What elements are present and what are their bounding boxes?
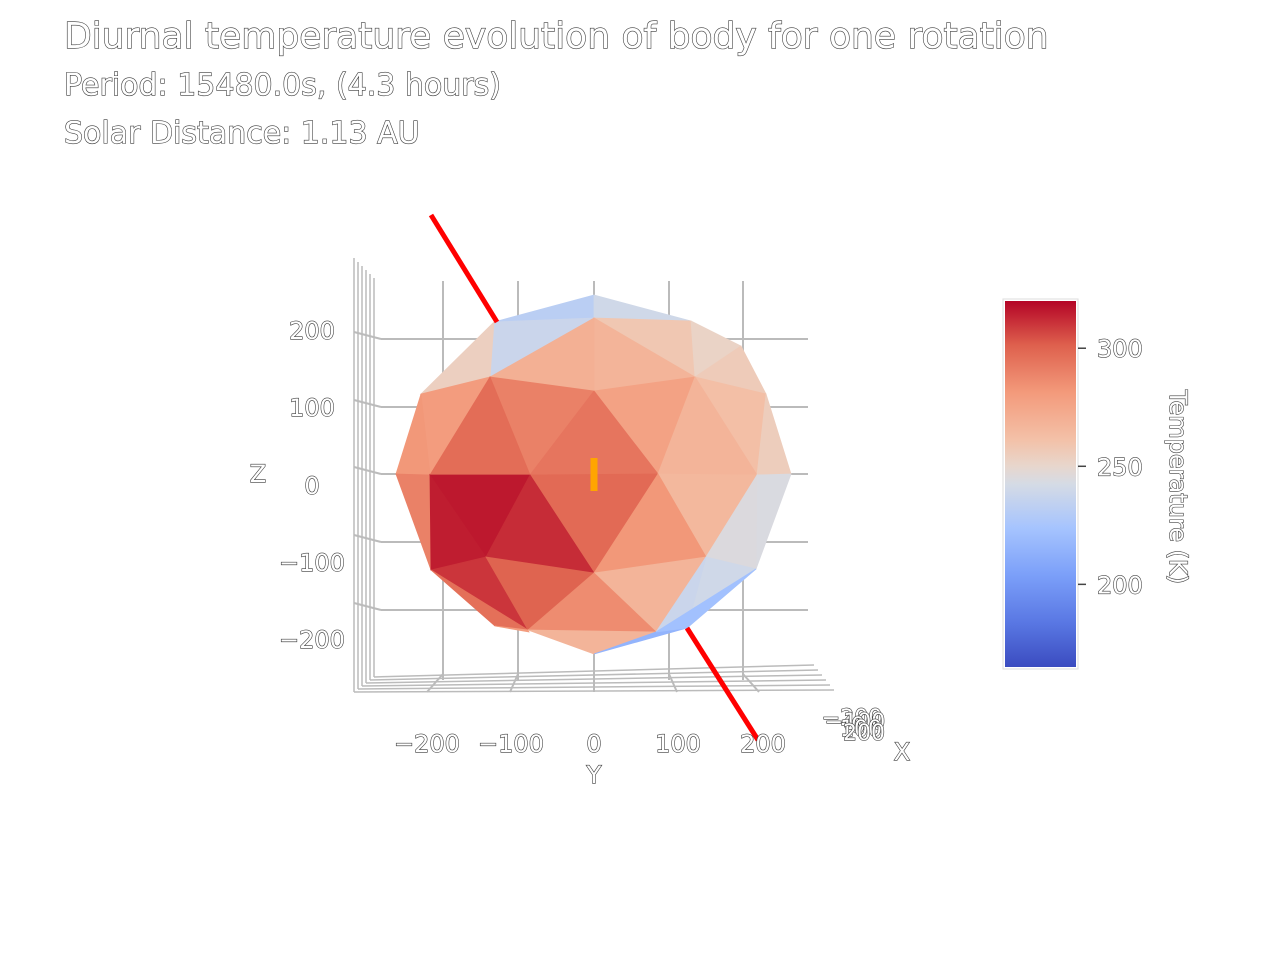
y-tick-label: −200 [394,730,460,758]
y-tick-line [509,673,519,693]
z-tick-label: 0 [304,472,319,500]
z-tick-line [353,466,382,475]
colorbar-ticks: 300 250 200 [1078,335,1143,600]
y-tick-line [742,673,760,693]
y-tick-label: −100 [478,730,544,758]
period-subtitle: Period: 15480.0s, (4.3 hours) [64,68,501,103]
z-tick-line [353,331,382,340]
solar-distance-subtitle: Solar Distance: 1.13 AU [64,116,420,151]
y-tick-label: 100 [655,730,701,758]
z-tick-label: −200 [279,626,345,654]
z-axis-label: Z [250,460,266,488]
mesh-facet [755,473,792,570]
colorbar-tick-label: 200 [1097,571,1143,599]
mesh-facet [655,568,757,633]
y-tick-line [668,673,678,693]
y-axis-label: Y [586,761,602,789]
colorbar-title: Temperature (K) [1164,389,1192,584]
y-tick-label: 0 [586,730,601,758]
x-tick-label: 100 [840,717,882,742]
x-axis-label: X [894,738,910,766]
mesh-facet [493,294,595,323]
y-tick-label: 200 [740,730,786,758]
colorbar-tick-label: 250 [1097,453,1143,481]
mesh-facet [395,473,432,571]
x-tick-label: −100 [825,710,885,735]
z-tick-line [353,602,382,611]
y-axis-ticks: −200 −100 0 100 200 [393,729,786,758]
x-tick-label: 200 [843,721,885,746]
mesh-facet [593,294,692,322]
rotation-axis [428,213,761,742]
colorbar-tick-label: 300 [1097,335,1143,363]
colorbar: 300 250 200 Temperature (K) [1002,298,1193,670]
colorbar-gradient [1005,301,1076,667]
grid-lines [353,258,835,693]
z-axis-ticks: 200 100 0 −100 −200 [278,316,345,654]
x-tick-label: −200 [822,706,882,731]
z-tick-line [353,534,382,543]
rotation-axis-upper [428,213,500,324]
chart-title: Diurnal temperature evolution of body fo… [64,16,1049,57]
z-tick-label: −100 [279,549,345,577]
rotation-axis-lower [684,626,761,742]
body-mesh [395,294,792,655]
z-tick-label: 100 [289,394,335,422]
z-tick-label: 200 [289,317,335,345]
mesh-facet [494,625,530,633]
y-tick-line [426,673,444,693]
floor-edge [373,664,815,678]
x-tick-label: 0 [851,714,865,739]
z-tick-line [353,399,382,408]
